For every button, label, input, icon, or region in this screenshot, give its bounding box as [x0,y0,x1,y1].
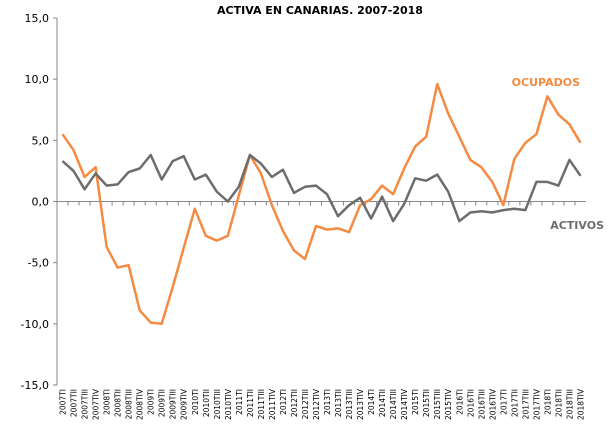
x-tick-label: 2008TIV [136,388,145,420]
x-tick-label: 2018TI [543,389,552,415]
x-tick-label: 2014TII [378,389,387,417]
y-tick-label: -5,0 [28,257,49,270]
x-tick-label: 2009TI [147,389,156,415]
x-tick-label: 2017TIV [532,388,541,420]
x-tick-label: 2017TIII [521,389,530,419]
x-tick-label: 2018TIV [576,388,585,420]
x-tick-label: 2009TIV [180,388,189,420]
x-tick-label: 2007TI [59,389,68,415]
x-tick-label: 2016TI [455,389,464,415]
x-tick-label: 2017TII [510,389,519,417]
y-tick-label: 15,0 [25,12,50,25]
x-tick-label: 2013TI [323,389,332,415]
y-tick-label: -15,0 [21,379,49,392]
x-tick-label: 2015TI [411,389,420,415]
x-tick-label: 2013TIV [356,388,365,420]
x-tick-label: 2011TII [246,389,255,417]
x-tick-label: 2009TII [158,389,167,417]
y-tick-label: 5,0 [32,134,50,147]
x-tick-label: 2008TII [114,389,123,417]
x-tick-label: 2012TIV [312,388,321,420]
x-tick-label: 2015TIV [444,388,453,420]
y-tick-label: 0,0 [32,196,50,209]
x-tick-label: 2014TIV [400,388,409,420]
x-tick-label: 2014TI [367,389,376,415]
x-tick-label: 2011TIII [257,389,266,419]
x-tick-label: 2008TIII [125,389,134,419]
x-tick-label: 2007TII [70,389,79,417]
x-tick-label: 2016TIII [477,389,486,419]
x-tick-label: 2010TI [191,389,200,415]
x-tick-label: 2016TII [466,389,475,417]
x-tick-label: 2011TI [235,389,244,415]
series-line [61,153,582,223]
x-tick-label: 2012TI [279,389,288,415]
x-tick-label: 2009TIII [169,389,178,419]
x-tick-label: 2012TII [290,389,299,417]
x-tick-label: 2013TIII [345,389,354,419]
x-tick-label: 2011TIV [268,388,277,420]
x-tick-label: 2010TIV [224,388,233,420]
x-tick-label: 2010TIII [213,389,222,419]
x-tick-label: 2018TIII [565,389,574,419]
x-tick-label: 2014TIII [389,389,398,419]
x-tick-label: 2016TIV [488,388,497,420]
x-tick-label: 2010TII [202,389,211,417]
x-tick-label: 2012TIII [301,389,310,419]
series-label: ACTIVOS [550,219,604,232]
chart-title: ACTIVA EN CANARIAS. 2007-2018 [217,4,423,17]
y-tick-label: 10,0 [25,73,50,86]
series-line [61,82,582,326]
x-tick-label: 2007TIV [92,388,101,420]
series-label: OCUPADOS [512,76,580,89]
x-tick-label: 2007TIII [81,389,90,419]
x-tick-label: 2013TII [334,389,343,417]
x-tick-label: 2018TII [554,389,563,417]
x-tick-label: 2015TIII [433,389,442,419]
x-tick-label: 2017TI [499,389,508,415]
x-tick-label: 2008TI [103,389,112,415]
y-tick-label: -10,0 [21,318,49,331]
x-tick-label: 2015TII [422,389,431,417]
